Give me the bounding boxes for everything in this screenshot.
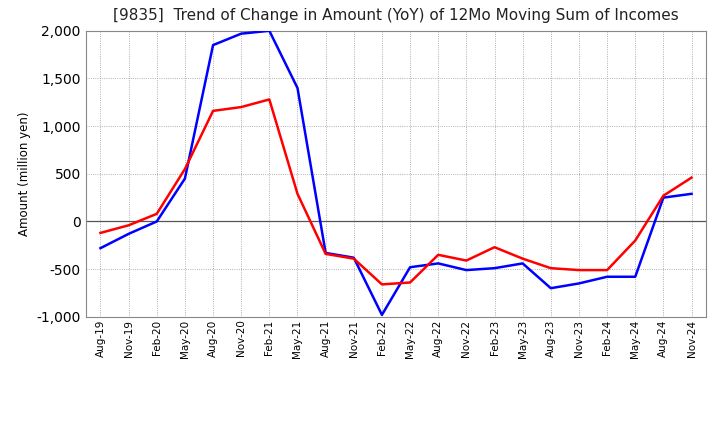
Ordinary Income bbox=[209, 42, 217, 48]
Ordinary Income bbox=[377, 312, 386, 318]
Net Income bbox=[603, 268, 611, 273]
Net Income bbox=[406, 280, 415, 285]
Net Income bbox=[575, 268, 583, 273]
Ordinary Income bbox=[265, 28, 274, 33]
Ordinary Income bbox=[349, 255, 358, 260]
Y-axis label: Amount (million yen): Amount (million yen) bbox=[18, 112, 31, 236]
Ordinary Income bbox=[687, 191, 696, 196]
Ordinary Income bbox=[631, 274, 639, 279]
Ordinary Income bbox=[96, 246, 105, 251]
Ordinary Income bbox=[603, 274, 611, 279]
Net Income bbox=[659, 193, 667, 198]
Ordinary Income bbox=[490, 265, 499, 271]
Title: [9835]  Trend of Change in Amount (YoY) of 12Mo Moving Sum of Incomes: [9835] Trend of Change in Amount (YoY) o… bbox=[113, 7, 679, 23]
Net Income bbox=[687, 175, 696, 180]
Ordinary Income bbox=[321, 250, 330, 256]
Net Income bbox=[153, 211, 161, 216]
Net Income bbox=[265, 97, 274, 102]
Net Income bbox=[209, 108, 217, 114]
Net Income bbox=[237, 104, 246, 110]
Line: Net Income: Net Income bbox=[101, 99, 691, 284]
Ordinary Income bbox=[293, 85, 302, 91]
Net Income bbox=[181, 166, 189, 172]
Ordinary Income bbox=[125, 231, 133, 237]
Net Income bbox=[293, 191, 302, 196]
Ordinary Income bbox=[237, 31, 246, 37]
Net Income bbox=[518, 256, 527, 261]
Ordinary Income bbox=[659, 195, 667, 200]
Ordinary Income bbox=[575, 281, 583, 286]
Net Income bbox=[546, 265, 555, 271]
Net Income bbox=[490, 245, 499, 250]
Ordinary Income bbox=[462, 268, 471, 273]
Net Income bbox=[125, 223, 133, 228]
Net Income bbox=[96, 230, 105, 235]
Net Income bbox=[349, 256, 358, 261]
Legend: Ordinary Income, Net Income: Ordinary Income, Net Income bbox=[246, 436, 546, 440]
Net Income bbox=[321, 251, 330, 257]
Ordinary Income bbox=[434, 261, 443, 266]
Ordinary Income bbox=[181, 176, 189, 181]
Ordinary Income bbox=[518, 261, 527, 266]
Net Income bbox=[631, 238, 639, 243]
Ordinary Income bbox=[406, 264, 415, 270]
Line: Ordinary Income: Ordinary Income bbox=[101, 31, 691, 315]
Net Income bbox=[462, 258, 471, 263]
Ordinary Income bbox=[153, 219, 161, 224]
Net Income bbox=[377, 282, 386, 287]
Net Income bbox=[434, 252, 443, 257]
Ordinary Income bbox=[546, 286, 555, 291]
